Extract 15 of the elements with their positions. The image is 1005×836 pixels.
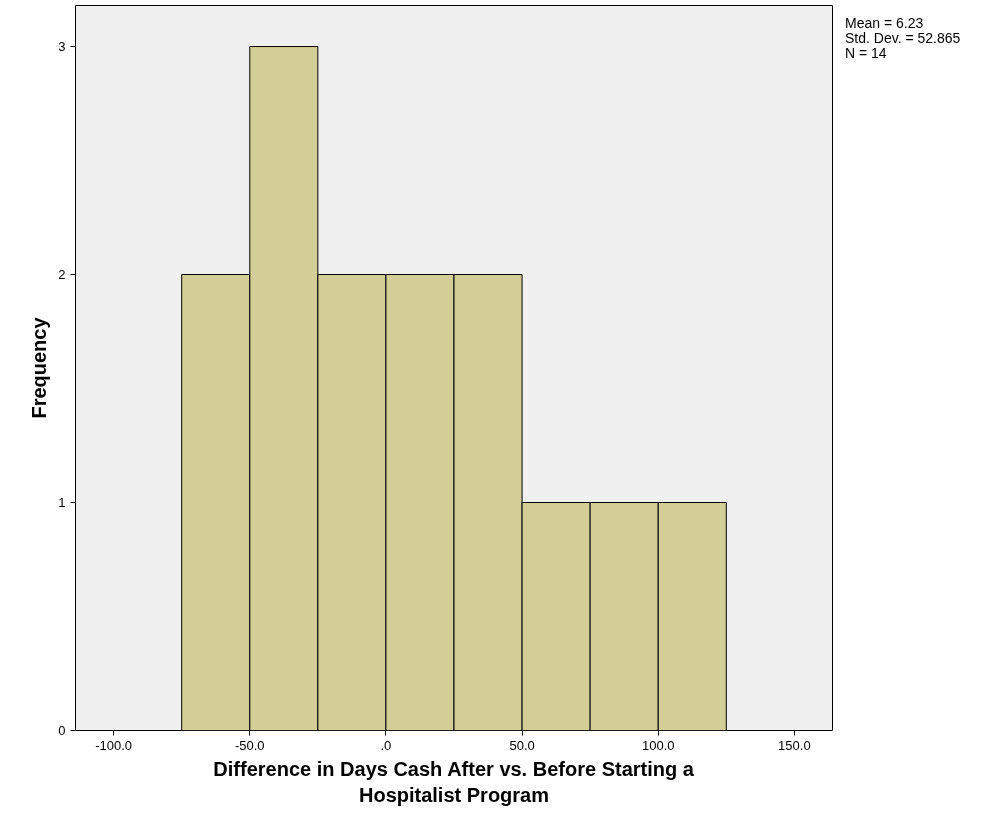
text: N = 14 xyxy=(845,45,887,61)
x-axis-title: Difference in Days Cash After vs. Before Starting a Hospitalist Program xyxy=(213,757,695,806)
y-tick-label: 0 xyxy=(58,723,66,738)
x-tick-label: .0 xyxy=(380,737,392,753)
x-tick-label: 50.0 xyxy=(509,737,535,753)
text: Mean = 6.23 xyxy=(845,15,924,31)
y-tick-label: 3 xyxy=(58,39,66,55)
y-tick-label: 1 xyxy=(58,495,66,511)
text: Std. Dev. = 52.865 xyxy=(845,30,961,46)
x-tick-label: -50.0 xyxy=(234,737,265,753)
x-tick-label: 100.0 xyxy=(641,737,675,753)
y-axis-title: Frequency xyxy=(28,316,51,419)
x-tick-label: 150.0 xyxy=(778,737,811,753)
y-tick-label: 2 xyxy=(58,267,66,283)
x-tick-label: -100.0 xyxy=(95,737,133,753)
